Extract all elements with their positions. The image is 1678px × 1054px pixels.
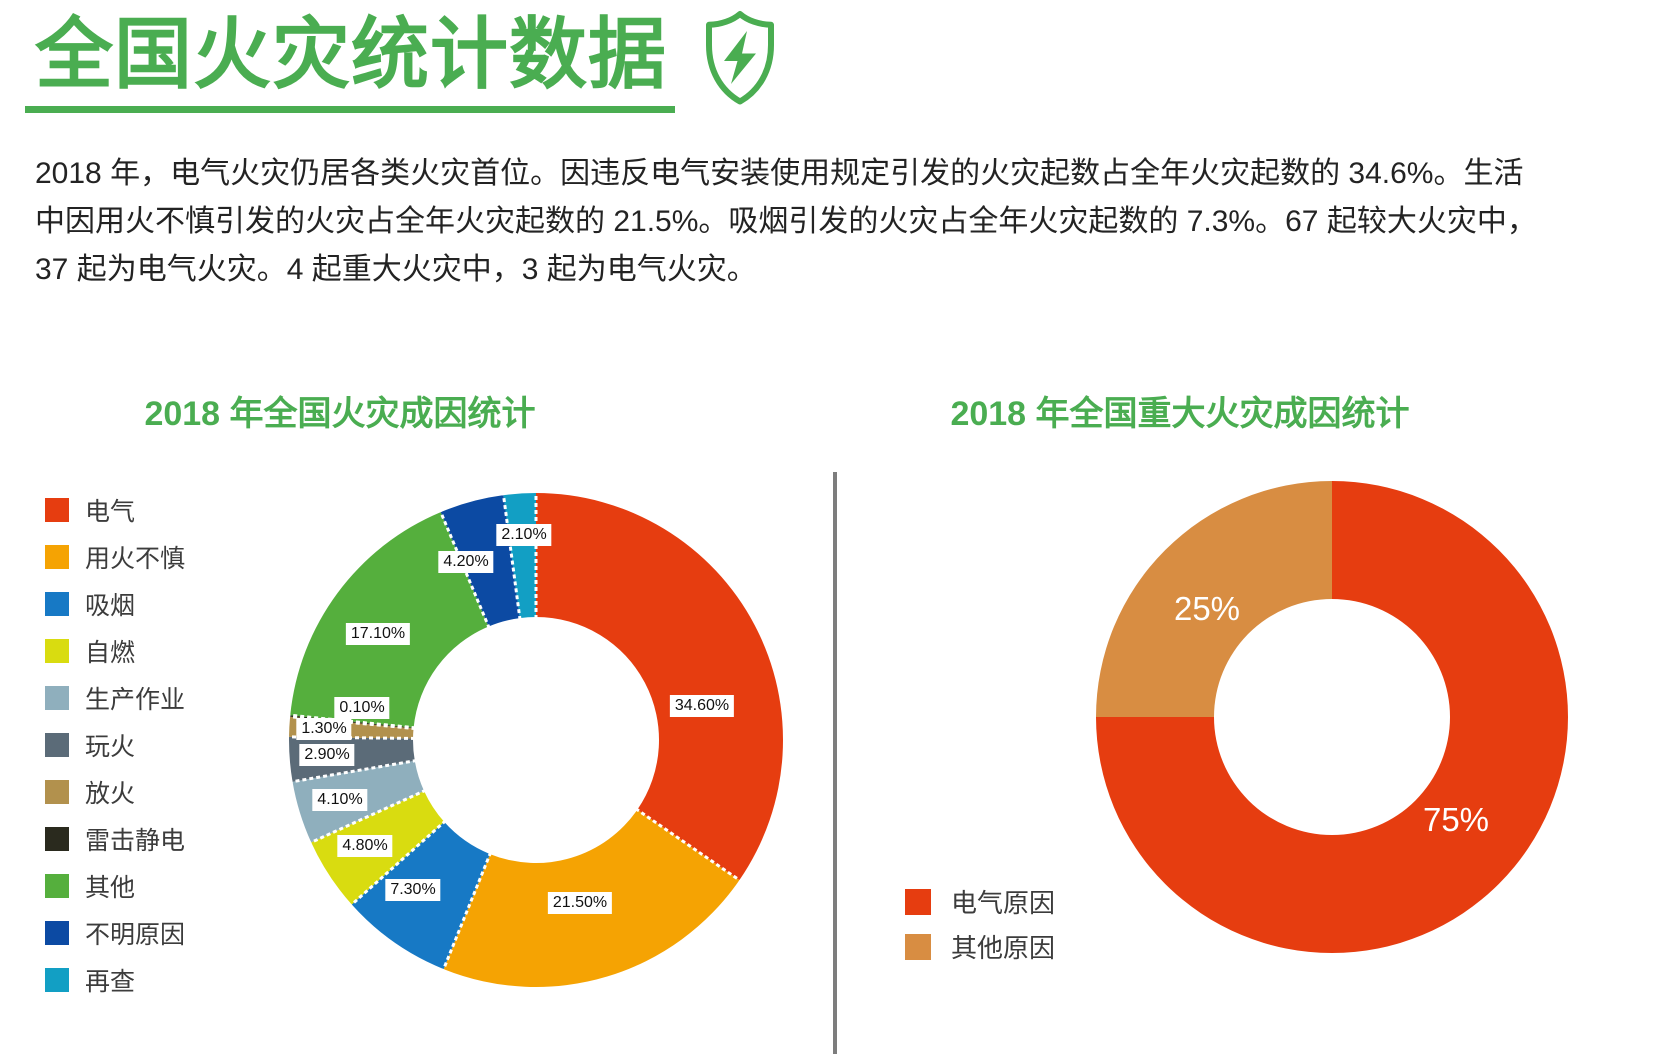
page-title: 全国火灾统计数据 xyxy=(35,10,668,98)
intro-line-2: 中因用火不慎引发的火灾占全年火灾起数的 21.5%。吸烟引发的火灾占全年火灾起数… xyxy=(35,205,1537,238)
right-chart-legend: 电气原因 其他原因 xyxy=(905,879,1055,969)
left-chart-legend: 电气用火不慎吸烟自燃生产作业玩火放火雷击静电其他不明原因再查 xyxy=(45,486,185,1003)
slice-value-label-吸烟: 7.30% xyxy=(385,879,441,901)
lightning-bolt xyxy=(724,31,756,84)
legend-item-用火不慎: 用火不慎 xyxy=(45,533,185,580)
donut-slice-电气原因 xyxy=(1096,481,1568,953)
title-underline xyxy=(25,106,675,113)
slice-separator xyxy=(441,851,493,971)
legend-label: 再查 xyxy=(85,967,136,996)
legend-label: 吸烟 xyxy=(85,591,136,620)
legend-item-生产作业: 生产作业 xyxy=(45,674,185,721)
legend-swatch xyxy=(45,779,69,804)
panel-divider xyxy=(833,472,837,1054)
legend-label: 电气原因 xyxy=(951,888,1056,918)
slice-separator xyxy=(634,807,742,882)
slice-value-label-其他原因: 25% xyxy=(1173,590,1241,627)
legend-label: 放火 xyxy=(85,779,136,808)
legend-item-再查: 再查 xyxy=(45,956,185,1003)
slice-value-label-用火不慎: 21.50% xyxy=(547,892,613,914)
legend-label: 用火不慎 xyxy=(85,544,186,573)
legend-label: 不明原因 xyxy=(85,920,186,949)
legend-swatch xyxy=(45,732,69,757)
legend-swatch xyxy=(45,967,69,992)
legend-swatch xyxy=(45,497,69,522)
slice-value-label-自燃: 4.80% xyxy=(337,835,393,857)
slice-separator xyxy=(501,493,522,621)
donut-slice-其他原因 xyxy=(1096,481,1332,717)
intro-line-1: 2018 年，电气火灾仍居各类火灾首位。因违反电气安装使用规定引发的火灾起数占全… xyxy=(35,157,1524,190)
slice-value-label-玩火: 2.90% xyxy=(299,744,355,766)
legend-swatch xyxy=(45,685,69,710)
slice-separator xyxy=(289,713,416,730)
major-fire-causes-donut-chart xyxy=(1096,481,1568,953)
legend-item-不明原因: 不明原因 xyxy=(45,909,185,956)
legend-swatch xyxy=(45,826,69,851)
intro-line-3: 37 起为电气火灾。4 起重大火灾中，3 起为电气火灾。 xyxy=(35,253,757,286)
legend-swatch xyxy=(45,638,69,663)
slice-value-label-雷击静电: 0.10% xyxy=(334,697,390,719)
slice-separator xyxy=(350,819,447,907)
right-chart-title: 2018 年全国重大火灾成因统计 xyxy=(950,395,1410,433)
legend-swatch xyxy=(45,920,69,945)
legend-swatch xyxy=(45,591,69,616)
slice-value-label-再查: 2.10% xyxy=(496,524,552,546)
legend-item-吸烟: 吸烟 xyxy=(45,580,185,627)
legend-item-电气原因: 电气原因 xyxy=(905,879,1055,924)
donut-slice-电气 xyxy=(536,493,783,881)
slice-value-label-放火: 1.30% xyxy=(296,718,352,740)
legend-label: 雷击静电 xyxy=(85,826,186,855)
legend-label: 其他 xyxy=(85,873,136,902)
slice-value-label-电气原因: 75% xyxy=(1422,801,1490,838)
legend-label: 电气 xyxy=(85,497,136,526)
slice-value-label-生产作业: 4.10% xyxy=(312,789,368,811)
slice-value-label-其他: 17.10% xyxy=(345,623,411,645)
legend-item-其他原因: 其他原因 xyxy=(905,924,1055,969)
legend-item-玩火: 玩火 xyxy=(45,721,185,768)
legend-label: 自燃 xyxy=(85,638,136,667)
shield-lightning-icon xyxy=(706,11,774,105)
fire-causes-donut-chart xyxy=(288,492,783,987)
legend-swatch xyxy=(45,544,69,569)
legend-item-自燃: 自燃 xyxy=(45,627,185,674)
legend-item-雷击静电: 雷击静电 xyxy=(45,815,185,862)
legend-item-电气: 电气 xyxy=(45,486,185,533)
slice-value-label-电气: 34.60% xyxy=(669,695,735,717)
legend-swatch xyxy=(905,888,931,915)
intro-paragraph: 2018 年，电气火灾仍居各类火灾首位。因违反电气安装使用规定引发的火灾起数占全… xyxy=(35,150,1660,294)
legend-label: 生产作业 xyxy=(85,685,186,714)
legend-item-放火: 放火 xyxy=(45,768,185,815)
shield-outline xyxy=(706,11,774,105)
legend-label: 玩火 xyxy=(85,732,136,761)
slice-separator xyxy=(309,788,427,845)
slice-separator xyxy=(291,758,417,784)
legend-label: 其他原因 xyxy=(951,933,1056,963)
slice-value-label-不明原因: 4.20% xyxy=(438,551,494,573)
legend-swatch xyxy=(45,873,69,898)
legend-item-其他: 其他 xyxy=(45,862,185,909)
left-chart-title: 2018 年全国火灾成因统计 xyxy=(144,395,536,433)
legend-swatch xyxy=(905,933,931,960)
